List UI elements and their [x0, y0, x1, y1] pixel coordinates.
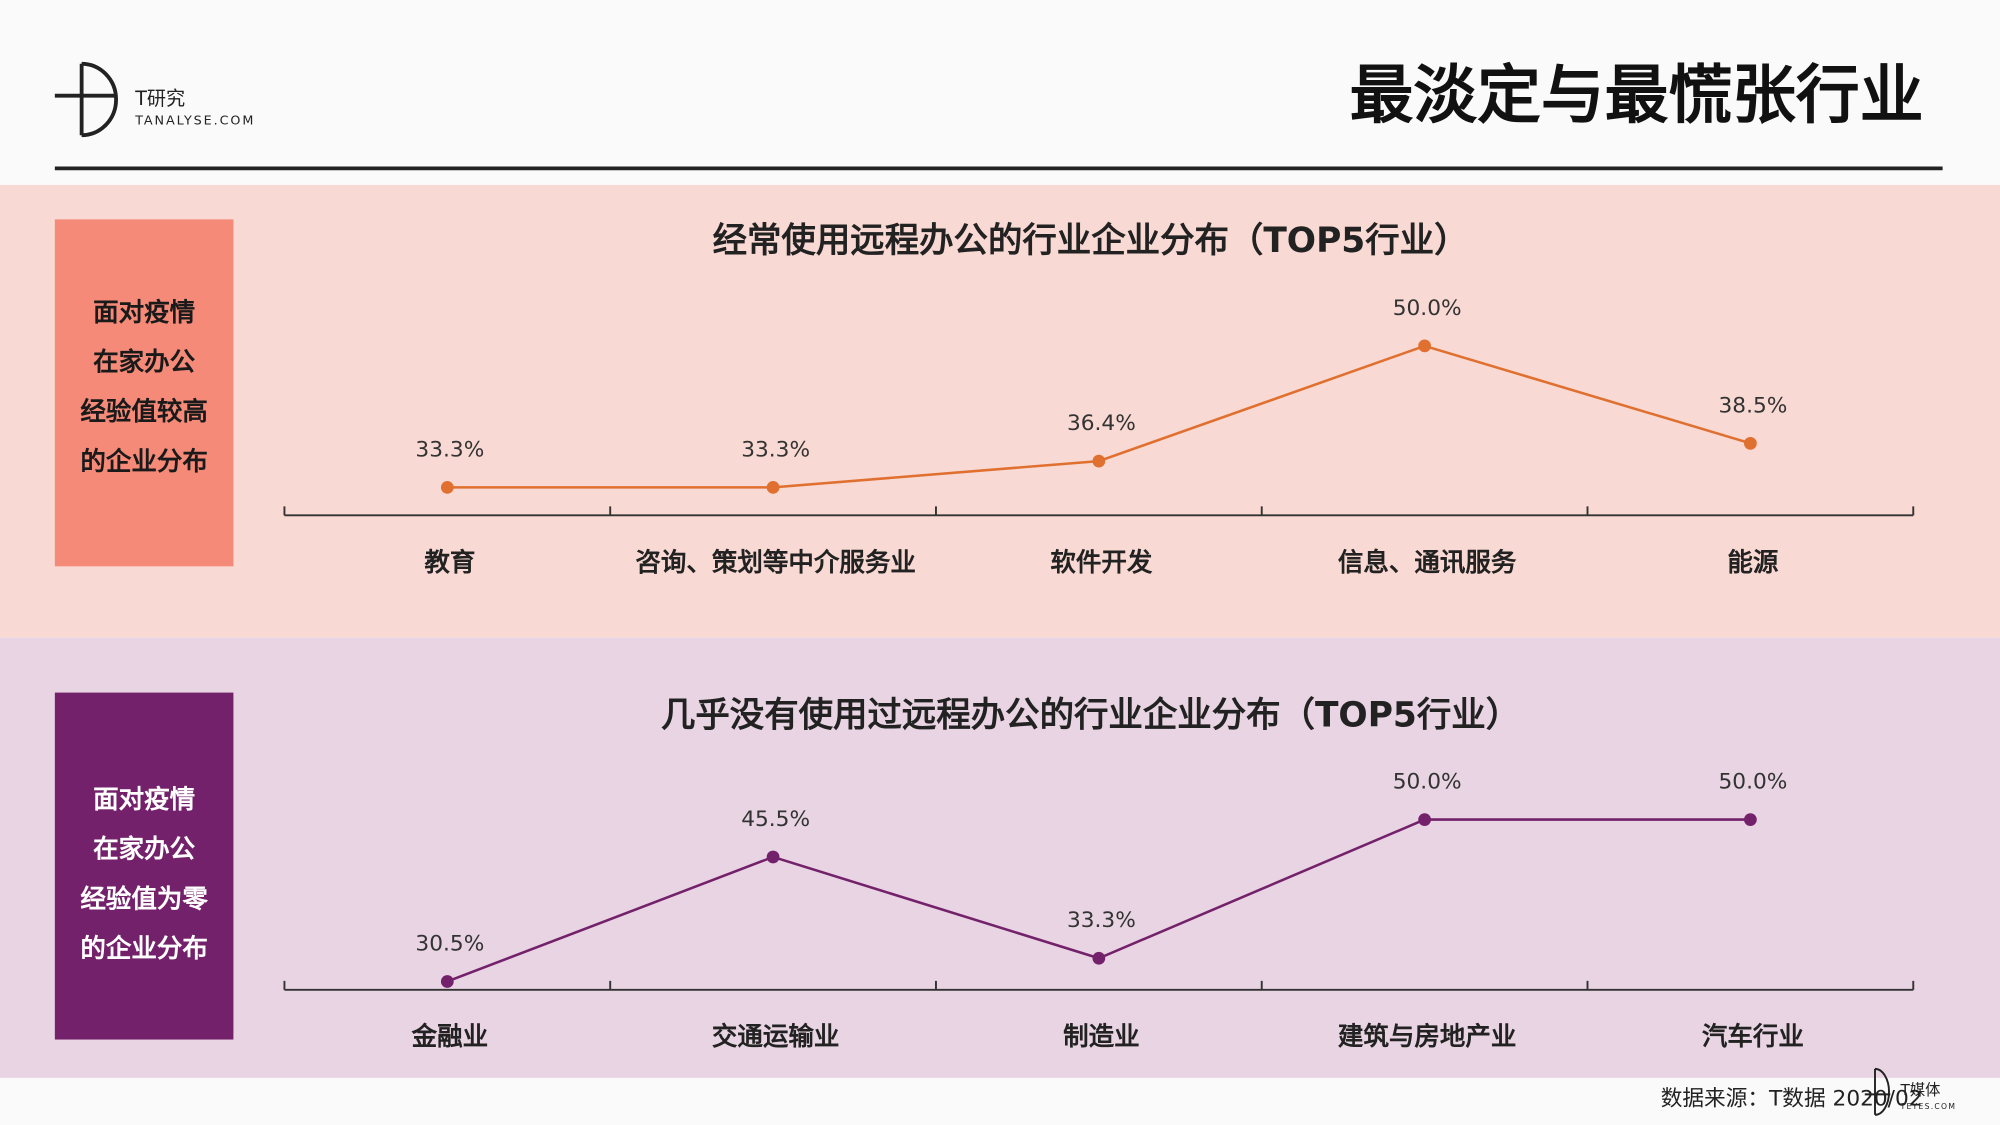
source: 数据来源：T数据 2020/02: [1661, 1086, 1923, 1111]
logo: [54, 61, 118, 138]
x-tick-label: 金融业: [411, 1022, 489, 1052]
value-label: 36.4%: [1067, 411, 1136, 436]
side-note: 面对疫情: [93, 298, 195, 328]
side-note: 在家办公: [93, 835, 196, 865]
side-note: 经验值为零: [80, 885, 208, 915]
x-tick-label: 交通运输业: [712, 1022, 840, 1052]
footer-logo-site: TEYES.COM: [1900, 1102, 1957, 1111]
point: [1744, 436, 1757, 450]
point: [1418, 813, 1431, 826]
value-label: 33.3%: [1067, 908, 1136, 933]
value-label: 30.5%: [415, 932, 484, 957]
side-note: 的企业分布: [80, 934, 208, 964]
logo-site: TANALYSE.COM: [134, 114, 255, 129]
x-tick-label: 制造业: [1063, 1022, 1140, 1052]
value-label: 33.3%: [415, 437, 484, 462]
point: [766, 480, 780, 494]
point: [1092, 454, 1106, 468]
point: [1092, 951, 1106, 965]
value-label: 50.0%: [1393, 296, 1462, 321]
x-tick-label: 信息、通讯服务: [1338, 548, 1517, 578]
side-note: 的企业分布: [80, 447, 208, 477]
side-note: 面对疫情: [93, 785, 195, 815]
value-label: 50.0%: [1719, 770, 1788, 795]
footer-logo-name: T媒体: [1900, 1081, 1941, 1099]
side-note: 在家办公: [93, 348, 196, 378]
point: [1418, 339, 1431, 353]
panel-bg-bottom: [0, 637, 2000, 1078]
value-label: 45.5%: [741, 807, 810, 832]
x-tick-label: 教育: [424, 548, 475, 578]
x-tick-label: 汽车行业: [1702, 1022, 1804, 1052]
point: [440, 480, 454, 494]
x-tick-label: 软件开发: [1050, 548, 1153, 578]
chart-title: 几乎没有使用过远程办公的行业企业分布（TOP5行业）: [661, 695, 1520, 735]
footer-logo: [1864, 1067, 1891, 1116]
value-label: 33.3%: [741, 437, 810, 462]
point: [440, 975, 454, 988]
point: [1744, 813, 1757, 826]
x-tick-label: 能源: [1727, 548, 1779, 578]
side-note: 经验值较高: [80, 397, 208, 427]
point: [766, 850, 780, 864]
value-label: 50.0%: [1393, 770, 1462, 795]
side-box: [54, 692, 234, 1040]
x-tick-label: 咨询、策划等中介服务业: [635, 548, 916, 578]
panel-bg-top: [0, 184, 2000, 638]
logo-name: T研究: [134, 87, 185, 110]
side-box: [54, 219, 234, 567]
value-label: 38.5%: [1719, 393, 1788, 418]
chart-title: 经常使用远程办公的行业企业分布（TOP5行业）: [713, 221, 1469, 261]
page-title: 最淡定与最慌张行业: [1350, 59, 1924, 133]
x-tick-label: 建筑与房地产业: [1338, 1022, 1517, 1052]
